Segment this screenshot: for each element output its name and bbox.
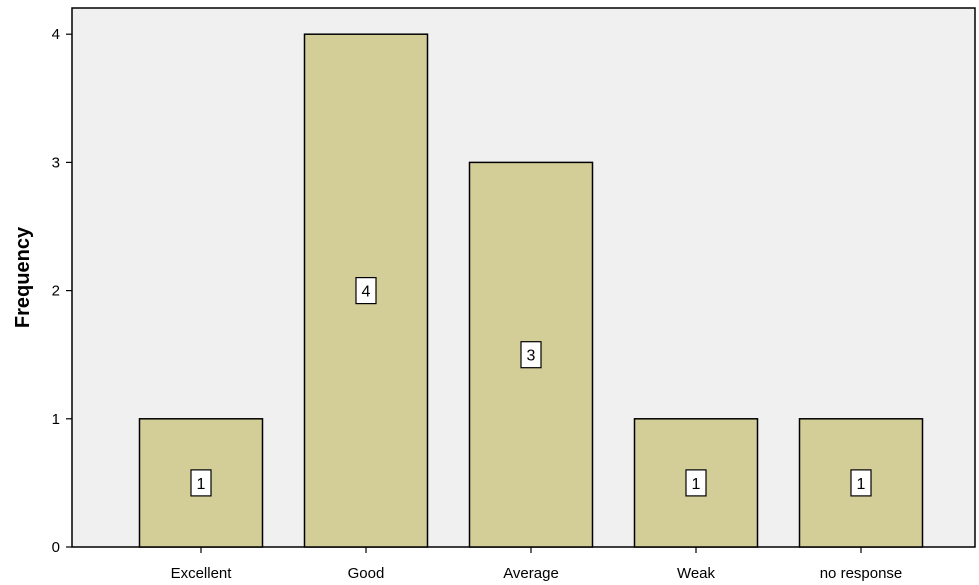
y-tick-label: 1	[52, 411, 60, 428]
data-label: 4	[362, 284, 371, 301]
y-tick-label: 3	[52, 154, 60, 171]
data-label: 1	[857, 476, 866, 493]
data-label-box	[355, 277, 377, 305]
x-tick-label: no response	[820, 565, 903, 582]
y-axis-label: Frequency	[12, 226, 34, 328]
x-tick-label: Average	[503, 565, 559, 582]
y-tick-label: 0	[52, 539, 60, 556]
data-label: 1	[692, 476, 701, 493]
data-label-box	[685, 469, 707, 497]
bars-group: 1 4 3 1 1	[138, 33, 924, 548]
x-tick-label: Excellent	[171, 565, 233, 582]
x-tick-label: Weak	[677, 565, 716, 582]
data-label-box	[850, 469, 872, 497]
y-tick-label: 4	[52, 26, 60, 43]
x-tick-label: Good	[348, 565, 385, 582]
axes-group: Excellent Good Average Weak no response 0 1 2 3 4	[52, 26, 903, 582]
y-tick-label: 2	[52, 283, 60, 300]
data-label: 1	[197, 476, 206, 493]
data-label-box	[190, 469, 212, 497]
data-label: 3	[527, 348, 536, 365]
data-label-box	[520, 341, 542, 369]
